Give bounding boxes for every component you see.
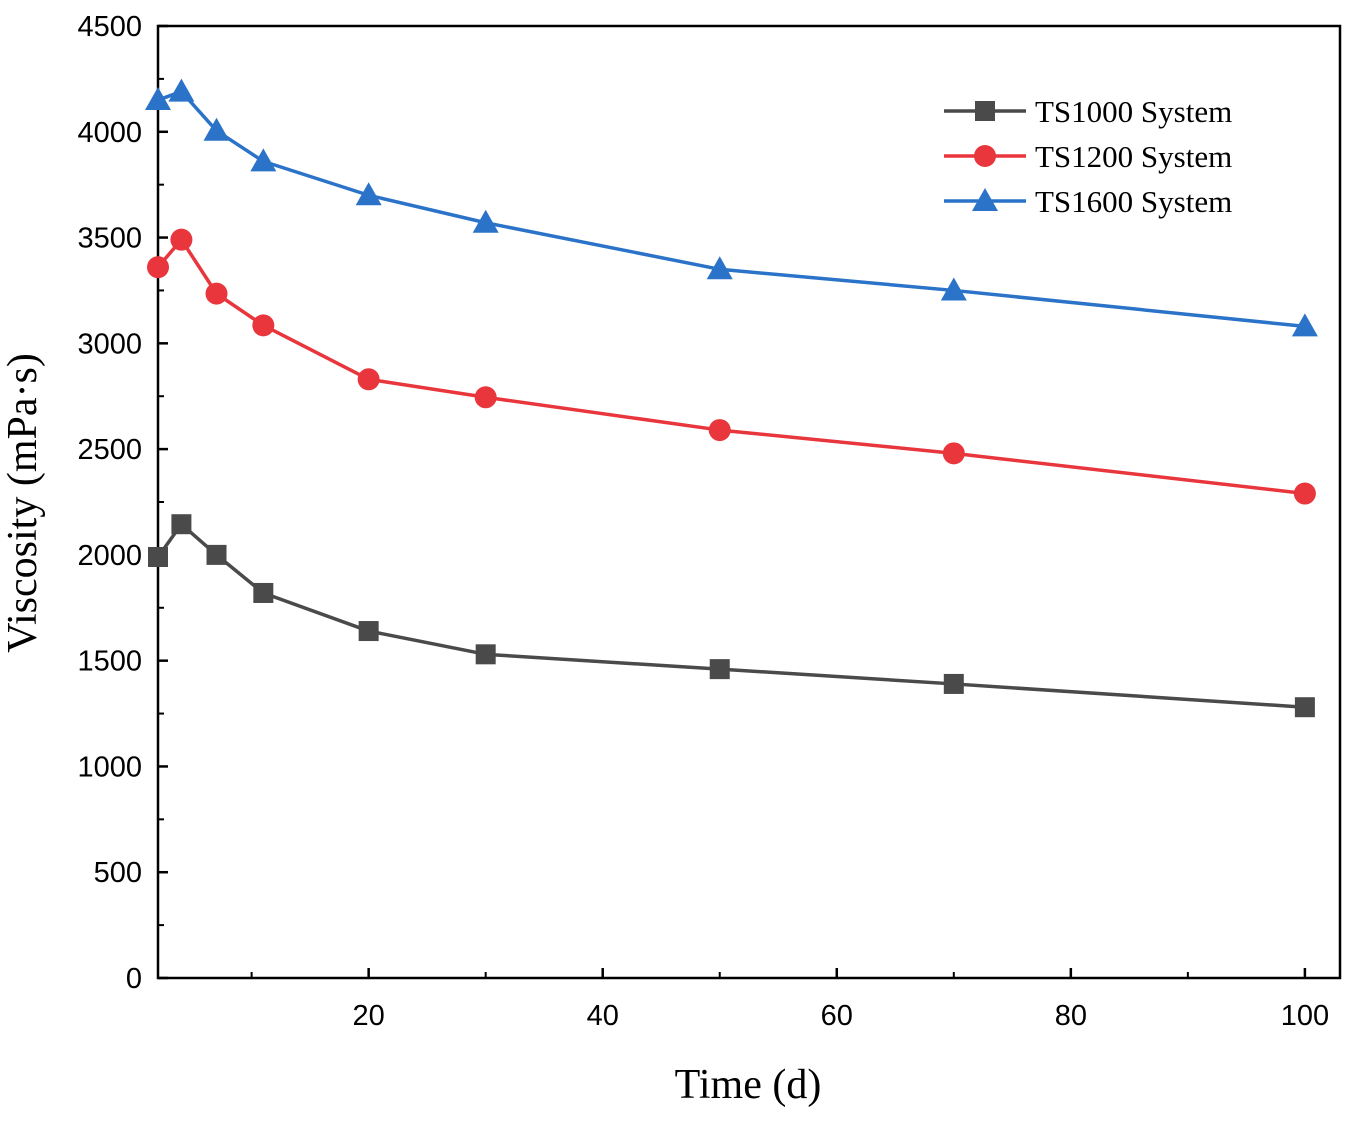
legend: TS1000 System TS1200 System TS1600 System [944,94,1232,219]
y-axis-ticks: 0 500 1000 1500 2000 2500 3000 3500 4000 4500 [77,11,168,995]
legend-label: TS1600 System [1035,184,1232,219]
series-1 [148,514,1315,718]
legend-label: TS1200 System [1035,139,1232,174]
legend-marker [974,145,996,167]
series-line [156,522,1306,709]
data-point [358,621,379,642]
data-point [943,673,964,694]
x-axis-ticks: 20 40 60 80 100 [250,968,1329,1032]
data-point [168,78,195,102]
data-point [1294,697,1315,718]
x-tick-label: 80 [1055,1000,1087,1032]
data-point [709,659,730,680]
series-3 [145,78,1318,337]
data-point [252,314,275,337]
x-axis-title: Time (d) [675,1062,822,1108]
y-tick-label: 4000 [77,117,142,149]
y-tick-label: 1500 [77,646,142,678]
data-point [253,582,274,603]
legend-marker [975,101,995,121]
data-point [171,514,192,535]
y-tick-label: 2500 [77,434,142,466]
y-tick-label: 1000 [77,751,142,783]
data-point [170,228,193,251]
data-point [145,87,171,111]
data-point [474,386,497,409]
data-point [355,182,382,206]
data-point [250,148,277,172]
data-point [206,544,227,565]
legend-item: TS1600 System [944,184,1232,219]
data-point [940,277,967,301]
data-point [472,209,499,233]
data-point [706,256,733,280]
data-point [708,419,731,442]
y-tick-label: 0 [126,963,142,995]
x-tick-label: 20 [353,1000,385,1032]
data-point [475,644,496,665]
y-tick-label: 4500 [77,11,142,43]
data-point [205,282,228,305]
data-point [147,256,169,279]
series-2 [147,228,1316,505]
data-point [1293,482,1316,505]
data-point [1291,313,1318,337]
x-tick-label: 40 [587,1000,619,1032]
legend-marker [972,188,998,211]
x-tick-label: 100 [1281,1000,1329,1032]
y-tick-label: 3000 [77,328,142,360]
data-point [357,368,380,391]
series-layer [145,78,1318,718]
legend-item: TS1200 System [944,139,1232,174]
y-tick-label: 500 [94,857,142,889]
legend-label: TS1000 System [1035,94,1232,129]
x-tick-label: 60 [821,1000,853,1032]
y-tick-label: 2000 [77,540,142,572]
legend-item: TS1000 System [944,94,1232,129]
data-point [148,547,168,568]
data-point [203,117,230,141]
y-axis-title: Viscosity (mPa·s) [0,353,46,653]
y-tick-label: 3500 [77,223,142,255]
data-point [942,442,965,465]
